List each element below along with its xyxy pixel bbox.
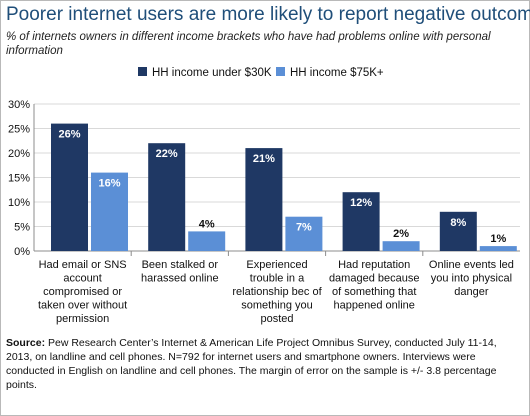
x-tick-label: posted [260, 313, 293, 325]
y-tick-label: 0% [14, 246, 30, 258]
data-label: 21% [253, 153, 275, 165]
x-tick-label: permission [56, 313, 109, 325]
y-tick-label: 25% [8, 124, 30, 136]
x-tick-label: taken over without [38, 300, 127, 312]
x-tick-label: something you [241, 300, 313, 312]
data-label: 1% [490, 233, 506, 245]
x-tick-label: compromised or [43, 286, 122, 298]
x-tick-label: Been stalked or [142, 259, 219, 271]
x-tick-label: you into physical [431, 273, 512, 285]
data-label: 8% [450, 217, 466, 229]
bar [188, 231, 226, 251]
bar-chart: 0% 5% 10% 15% 20% 25% 30% HH income under $30K H… [8, 67, 520, 325]
data-label: 26% [58, 129, 80, 141]
source-label: Source: [6, 337, 46, 349]
y-tick-label: 15% [8, 173, 30, 185]
x-tick-label: Had reputation [338, 259, 410, 271]
data-label: 7% [296, 222, 312, 234]
bar [382, 241, 420, 251]
source-text: Pew Research Center’s Internet & America… [6, 337, 497, 391]
legend-label: HH income $75K+ [290, 67, 384, 79]
data-label: 12% [350, 197, 372, 209]
x-tick-label: danger [454, 286, 489, 298]
x-tick-label: account [63, 273, 102, 285]
legend-label: HH income under $30K [152, 67, 272, 79]
x-tick-label: trouble in a [250, 273, 305, 285]
bar [342, 192, 380, 251]
bar [439, 211, 477, 251]
x-tick-label: harassed online [141, 273, 219, 285]
bar [51, 123, 88, 251]
data-label: 22% [156, 148, 178, 160]
x-tick-label: Had email or SNS [39, 259, 127, 271]
x-tick-label: of something that [332, 286, 416, 298]
data-label: 4% [199, 218, 215, 230]
y-tick-label: 5% [14, 222, 30, 234]
bar [148, 143, 186, 251]
x-tick-label: relationship bec of [232, 286, 322, 298]
x-tick-label: damaged because [329, 273, 420, 285]
x-tick-label: happened online [334, 300, 415, 312]
chart-title: Poorer internet users are more likely to… [6, 4, 530, 25]
x-tick-label: Online events led [429, 259, 514, 271]
legend-swatch [276, 67, 285, 76]
bar [479, 246, 517, 251]
bar [285, 216, 323, 251]
legend-swatch [138, 67, 147, 76]
bar [245, 148, 283, 251]
bar [91, 172, 128, 251]
y-tick-label: 10% [8, 197, 30, 209]
y-tick-label: 30% [8, 99, 30, 111]
x-tick-label: Experienced [246, 259, 307, 271]
data-label: 2% [393, 228, 409, 240]
y-tick-label: 20% [8, 148, 30, 160]
chart-subtitle: % of internets owners in different incom… [6, 31, 491, 57]
source-note: Source: Pew Research Center’s Internet &… [6, 336, 524, 392]
data-label: 16% [98, 178, 120, 190]
